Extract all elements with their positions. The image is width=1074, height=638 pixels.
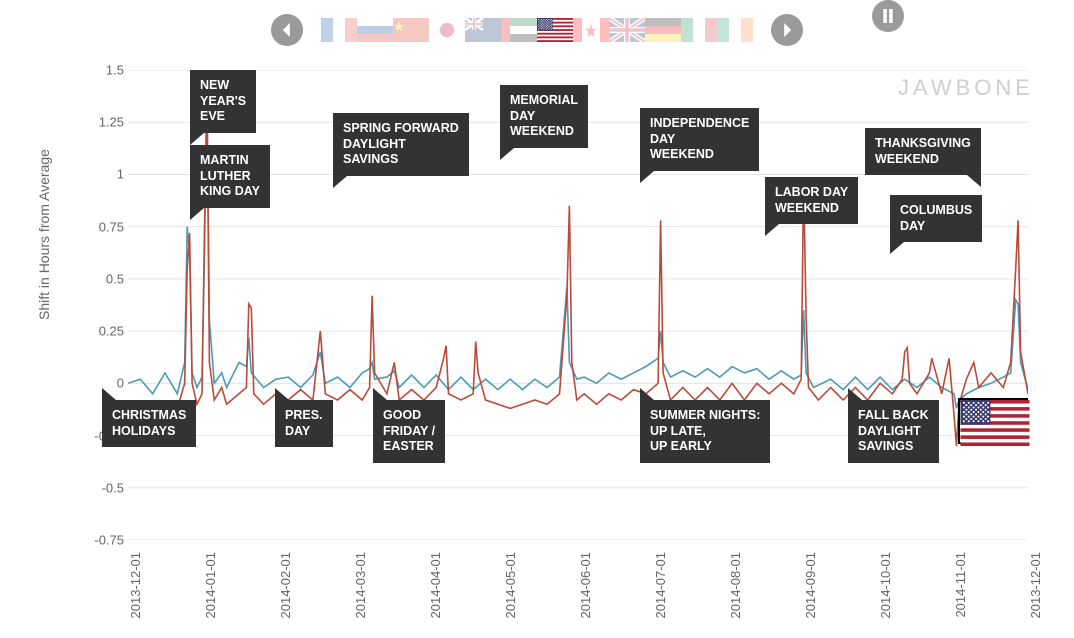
callout-independence: INDEPENDENCE DAY WEEKEND [640,108,759,171]
callout-spring-fwd: SPRING FORWARD DAYLIGHT SAVINGS [333,113,469,176]
x-tick-label: 2014-04-01 [428,552,443,632]
flag-it[interactable] [681,18,717,42]
flag-de[interactable] [645,18,681,42]
x-tick-label: 2014-06-01 [578,552,593,632]
callout-pres: PRES. DAY [275,400,333,447]
flag-ie[interactable] [717,18,753,42]
selected-country-flag [958,398,1028,444]
pause-button[interactable] [872,0,904,32]
x-tick-label: 2014-10-01 [878,552,893,632]
callout-christmas: CHRISTMAS HOLIDAYS [102,400,196,447]
callout-thanksgiving: THANKSGIVING WEEKEND [865,128,981,175]
country-flag-strip [321,18,753,42]
country-navigator [0,8,1074,52]
y-tick-label: 0 [74,376,124,391]
x-tick-label: 2014-09-01 [803,552,818,632]
flag-ru[interactable] [357,18,393,42]
y-tick-label: 1.5 [74,63,124,78]
callout-mlk: MARTIN LUTHER KING DAY [190,145,270,208]
flag-ca[interactable] [573,18,609,42]
y-tick-label: -0.75 [74,533,124,548]
callout-nye: NEW YEAR'S EVE [190,70,256,133]
flag-us[interactable] [537,18,573,42]
flag-au[interactable] [465,18,501,42]
callout-labor: LABOR DAY WEEKEND [765,177,858,224]
callout-memorial: MEMORIAL DAY WEEKEND [500,85,588,148]
y-tick-label: 0.5 [74,271,124,286]
callout-columbus: COLUMBUS DAY [890,195,982,242]
flag-cn[interactable] [393,18,429,42]
x-tick-label: 2014-08-01 [728,552,743,632]
x-tick-label: 2014-05-01 [503,552,518,632]
y-tick-label: -0.5 [74,480,124,495]
y-tick-label: 1 [74,167,124,182]
prev-button[interactable] [271,14,303,46]
x-tick-label: 2013-12-01 [128,552,143,632]
flag-fr[interactable] [321,18,357,42]
x-tick-label: 2013-12-01 [1028,552,1043,632]
y-axis-title: Shift in Hours from Average [36,149,52,320]
callout-fallback: FALL BACK DAYLIGHT SAVINGS [848,400,939,463]
x-tick-label: 2014-01-01 [203,552,218,632]
callout-goodfri: GOOD FRIDAY / EASTER [373,400,445,463]
y-tick-label: 0.25 [74,324,124,339]
y-tick-label: 0.75 [74,219,124,234]
callout-summer: SUMMER NIGHTS: UP LATE, UP EARLY [640,400,770,463]
next-button[interactable] [771,14,803,46]
x-tick-label: 2014-07-01 [653,552,668,632]
x-tick-label: 2014-02-01 [278,552,293,632]
flag-gb[interactable] [609,18,645,42]
y-tick-label: 1.25 [74,115,124,130]
x-tick-label: 2014-03-01 [353,552,368,632]
flag-ae[interactable] [501,18,537,42]
flag-jp[interactable] [429,18,465,42]
x-tick-label: 2014-11-01 [953,552,968,632]
